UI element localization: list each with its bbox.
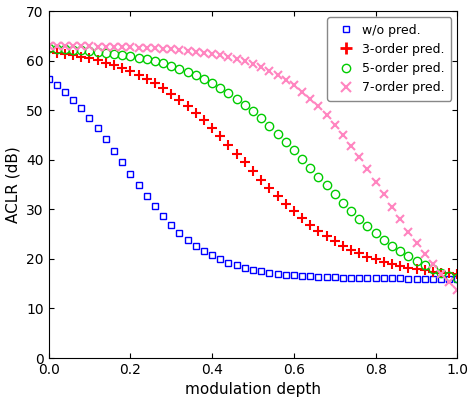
5-order pred.	[340, 200, 346, 205]
Line: 5-order pred.: 5-order pred.	[45, 44, 462, 283]
7-order pred.	[168, 47, 174, 52]
5-order pred.	[316, 174, 321, 179]
7-order pred.	[455, 288, 460, 293]
7-order pred.	[136, 45, 141, 50]
w/o pred.	[46, 77, 52, 81]
3-order pred.	[316, 229, 321, 233]
Legend: w/o pred., 3-order pred., 5-order pred., 7-order pred.: w/o pred., 3-order pred., 5-order pred.,…	[328, 17, 451, 101]
3-order pred.	[447, 271, 452, 276]
7-order pred.	[46, 44, 52, 48]
3-order pred.	[136, 73, 141, 77]
w/o pred.	[340, 275, 346, 280]
w/o pred.	[168, 222, 174, 227]
Line: w/o pred.: w/o pred.	[45, 75, 461, 282]
5-order pred.	[447, 273, 452, 278]
5-order pred.	[455, 276, 460, 281]
7-order pred.	[447, 280, 452, 285]
w/o pred.	[136, 183, 141, 188]
5-order pred.	[177, 66, 182, 71]
3-order pred.	[177, 97, 182, 102]
5-order pred.	[168, 63, 174, 68]
3-order pred.	[340, 243, 346, 248]
3-order pred.	[455, 272, 460, 276]
7-order pred.	[340, 133, 346, 137]
Y-axis label: ACLR (dB): ACLR (dB)	[6, 146, 20, 223]
w/o pred.	[447, 276, 452, 281]
7-order pred.	[316, 104, 321, 109]
7-order pred.	[177, 48, 182, 52]
w/o pred.	[177, 230, 182, 235]
w/o pred.	[455, 276, 460, 281]
Line: 3-order pred.: 3-order pred.	[44, 47, 462, 279]
5-order pred.	[136, 55, 141, 60]
3-order pred.	[46, 50, 52, 54]
w/o pred.	[316, 274, 321, 279]
X-axis label: modulation depth: modulation depth	[185, 382, 321, 397]
5-order pred.	[46, 46, 52, 51]
3-order pred.	[168, 91, 174, 96]
Line: 7-order pred.: 7-order pred.	[45, 42, 462, 294]
